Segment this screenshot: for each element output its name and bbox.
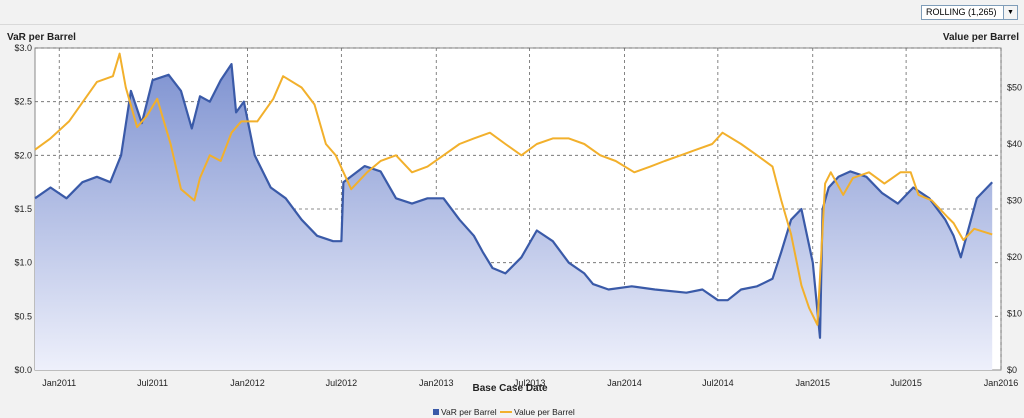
- y-right-tick-label: $20: [1007, 252, 1022, 262]
- x-tick-label: Jan2015: [795, 378, 830, 388]
- legend: VaR per Barrel Value per Barrel: [433, 407, 575, 417]
- y-left-tick-label: $2.5: [14, 97, 32, 107]
- value-per-barrel-line: [34, 52, 993, 326]
- y-right-tick-label: $30: [1007, 196, 1022, 206]
- x-tick-label: Jan2014: [607, 378, 642, 388]
- rolling-window-dropdown[interactable]: ROLLING (1,265) ▼: [921, 5, 1018, 20]
- toolbar: ROLLING (1,265) ▼: [0, 0, 1024, 25]
- x-axis-title: Base Case Date: [472, 383, 547, 394]
- x-tick-label: Jul2015: [890, 378, 922, 388]
- y-left-tick-label: $3.0: [14, 43, 32, 53]
- x-tick-label: Jul2013: [514, 378, 546, 388]
- y-left-tick-label: $0.5: [14, 311, 32, 321]
- x-tick-label: Jul2014: [702, 378, 734, 388]
- right-axis-title: Value per Barrel: [943, 32, 1019, 43]
- legend-label-value: Value per Barrel: [514, 407, 575, 417]
- y-right-tick-label: $40: [1007, 139, 1022, 149]
- legend-swatch-var: [433, 409, 439, 415]
- x-tick-label: Jan2012: [230, 378, 265, 388]
- chart: Jan2011 Jul2011 Jan2012 Jul2012 Jan2013 Jul20…: [7, 32, 1022, 417]
- y-left-tick-label: $1.0: [14, 258, 32, 268]
- y-right-tick-label: $50: [1007, 83, 1022, 93]
- y-left-tick-label: $2.0: [14, 150, 32, 160]
- x-tick-label: Jan2013: [419, 378, 454, 388]
- x-tick-label: Jul2012: [326, 378, 358, 388]
- x-tick-label: Jan2016: [984, 378, 1019, 388]
- legend-label-var: VaR per Barrel: [441, 407, 497, 417]
- left-axis-title: VaR per Barrel: [7, 32, 76, 43]
- y-left-tick-label: $0.0: [14, 365, 32, 375]
- y-left-tick-label: $1.5: [14, 204, 32, 214]
- chevron-down-icon[interactable]: ▼: [1003, 6, 1017, 19]
- y-right-tick-label: $10: [1007, 309, 1022, 319]
- x-tick-label: Jan2011: [42, 378, 76, 388]
- var-per-barrel-line: [34, 62, 993, 339]
- x-tick-label: Jul2011: [137, 378, 168, 388]
- var-per-barrel-area: [35, 64, 993, 370]
- y-right-tick-label: $0: [1007, 365, 1017, 375]
- rolling-window-value: ROLLING (1,265): [926, 7, 997, 17]
